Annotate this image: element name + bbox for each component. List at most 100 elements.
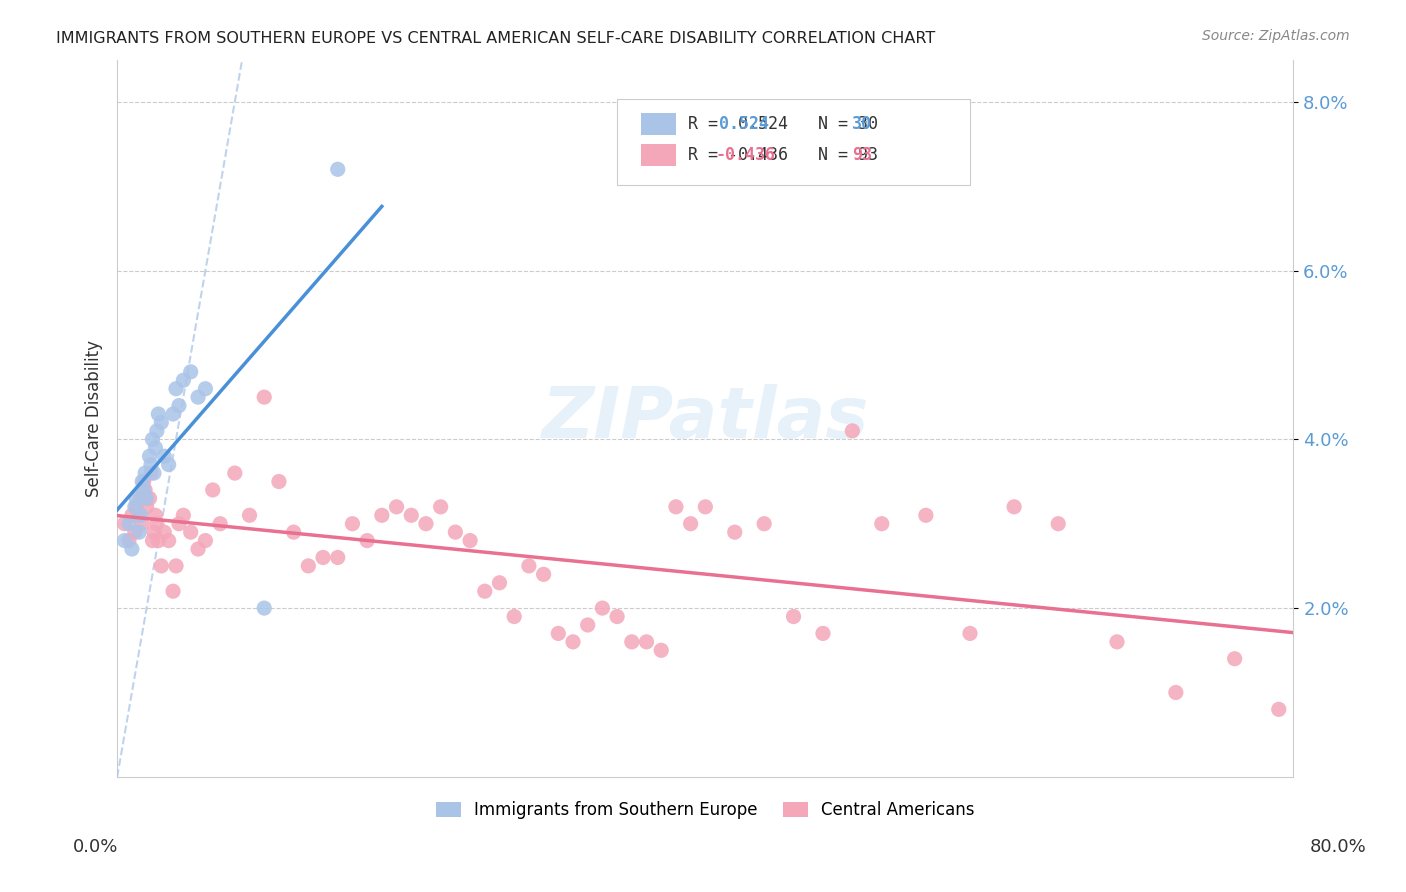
Point bbox=[488, 575, 510, 590]
Point bbox=[841, 424, 863, 438]
Point bbox=[172, 373, 194, 387]
Point bbox=[620, 635, 643, 649]
Point bbox=[128, 508, 150, 523]
Point bbox=[415, 516, 437, 531]
Text: 30: 30 bbox=[852, 115, 872, 133]
Point bbox=[141, 533, 163, 548]
Point bbox=[114, 516, 136, 531]
Point bbox=[253, 601, 276, 615]
Point bbox=[356, 533, 378, 548]
Point bbox=[371, 508, 394, 523]
Point bbox=[118, 516, 141, 531]
Point bbox=[562, 635, 585, 649]
Point bbox=[142, 466, 165, 480]
Text: 93: 93 bbox=[852, 146, 872, 164]
Legend: Immigrants from Southern Europe, Central Americans: Immigrants from Southern Europe, Central… bbox=[429, 795, 981, 826]
Point bbox=[172, 508, 194, 523]
Point bbox=[724, 525, 747, 540]
Point bbox=[679, 516, 702, 531]
Point bbox=[145, 508, 167, 523]
Point bbox=[474, 584, 496, 599]
Point bbox=[150, 416, 173, 430]
Point bbox=[533, 567, 555, 582]
Point bbox=[162, 407, 184, 421]
Point bbox=[267, 475, 290, 489]
Point bbox=[121, 508, 143, 523]
FancyBboxPatch shape bbox=[641, 145, 676, 166]
Point bbox=[114, 533, 136, 548]
Point bbox=[187, 542, 209, 557]
Point bbox=[150, 558, 173, 573]
Point bbox=[165, 558, 187, 573]
Point bbox=[187, 390, 209, 404]
FancyBboxPatch shape bbox=[641, 113, 676, 135]
Text: 0.0%: 0.0% bbox=[73, 838, 118, 855]
Point bbox=[194, 533, 217, 548]
FancyBboxPatch shape bbox=[617, 99, 970, 186]
Point bbox=[636, 635, 658, 649]
Point bbox=[326, 550, 349, 565]
Point bbox=[1002, 500, 1025, 514]
Point bbox=[129, 491, 152, 506]
Point bbox=[124, 525, 146, 540]
Point bbox=[153, 525, 176, 540]
Text: ZIPatlas: ZIPatlas bbox=[541, 384, 869, 453]
Point bbox=[238, 508, 260, 523]
Point bbox=[959, 626, 981, 640]
Point bbox=[547, 626, 569, 640]
Point bbox=[134, 483, 156, 497]
Point bbox=[121, 542, 143, 557]
Point bbox=[157, 458, 180, 472]
Point bbox=[131, 516, 153, 531]
Point bbox=[1164, 685, 1187, 699]
Point bbox=[665, 500, 688, 514]
Point bbox=[145, 441, 167, 455]
Point bbox=[650, 643, 672, 657]
Point bbox=[128, 525, 150, 540]
Point bbox=[458, 533, 481, 548]
Point bbox=[141, 433, 163, 447]
Point bbox=[297, 558, 319, 573]
Point bbox=[811, 626, 834, 640]
Point bbox=[142, 525, 165, 540]
Text: R = -0.436   N = 93: R = -0.436 N = 93 bbox=[688, 146, 877, 164]
Point bbox=[782, 609, 804, 624]
Point bbox=[125, 491, 148, 506]
Point bbox=[503, 609, 526, 624]
Point bbox=[1047, 516, 1070, 531]
Point bbox=[591, 601, 613, 615]
Point bbox=[134, 466, 156, 480]
Point bbox=[385, 500, 408, 514]
Point bbox=[576, 618, 599, 632]
Point bbox=[517, 558, 540, 573]
Point bbox=[180, 525, 202, 540]
Point bbox=[180, 365, 202, 379]
Point bbox=[125, 500, 148, 514]
Point bbox=[283, 525, 305, 540]
Point bbox=[131, 475, 153, 489]
Point bbox=[342, 516, 364, 531]
Text: R =  0.524   N = 30: R = 0.524 N = 30 bbox=[688, 115, 877, 133]
Point bbox=[139, 458, 162, 472]
Point bbox=[429, 500, 451, 514]
Point bbox=[326, 162, 349, 177]
Point bbox=[194, 382, 217, 396]
Point bbox=[201, 483, 224, 497]
Point bbox=[135, 491, 157, 506]
Point bbox=[148, 533, 170, 548]
Point bbox=[129, 508, 152, 523]
Point bbox=[253, 390, 276, 404]
Point bbox=[915, 508, 938, 523]
Point bbox=[167, 399, 190, 413]
Point bbox=[138, 449, 160, 463]
Point bbox=[224, 466, 246, 480]
Point bbox=[148, 407, 170, 421]
Point bbox=[139, 466, 162, 480]
Text: 80.0%: 80.0% bbox=[1310, 838, 1367, 855]
Point bbox=[132, 483, 155, 497]
Point bbox=[146, 516, 169, 531]
Point bbox=[444, 525, 467, 540]
Y-axis label: Self-Care Disability: Self-Care Disability bbox=[86, 340, 103, 497]
Point bbox=[157, 533, 180, 548]
Point bbox=[162, 584, 184, 599]
